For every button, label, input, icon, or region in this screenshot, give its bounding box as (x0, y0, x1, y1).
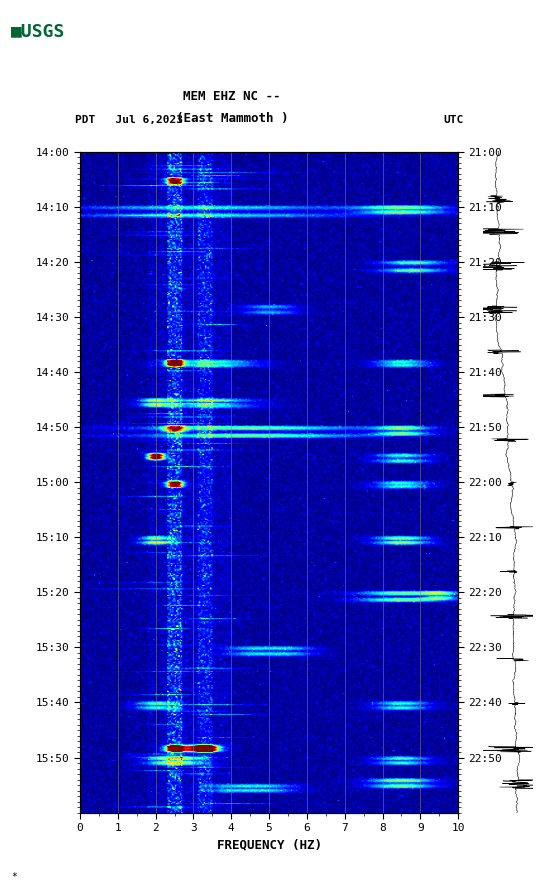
Text: PDT   Jul 6,2023: PDT Jul 6,2023 (75, 115, 183, 125)
Text: UTC: UTC (443, 115, 464, 125)
Text: *: * (11, 872, 17, 882)
Text: ■USGS: ■USGS (11, 22, 66, 40)
Text: MEM EHZ NC --: MEM EHZ NC -- (183, 89, 280, 103)
X-axis label: FREQUENCY (HZ): FREQUENCY (HZ) (216, 839, 322, 852)
Text: (East Mammoth ): (East Mammoth ) (176, 112, 288, 125)
